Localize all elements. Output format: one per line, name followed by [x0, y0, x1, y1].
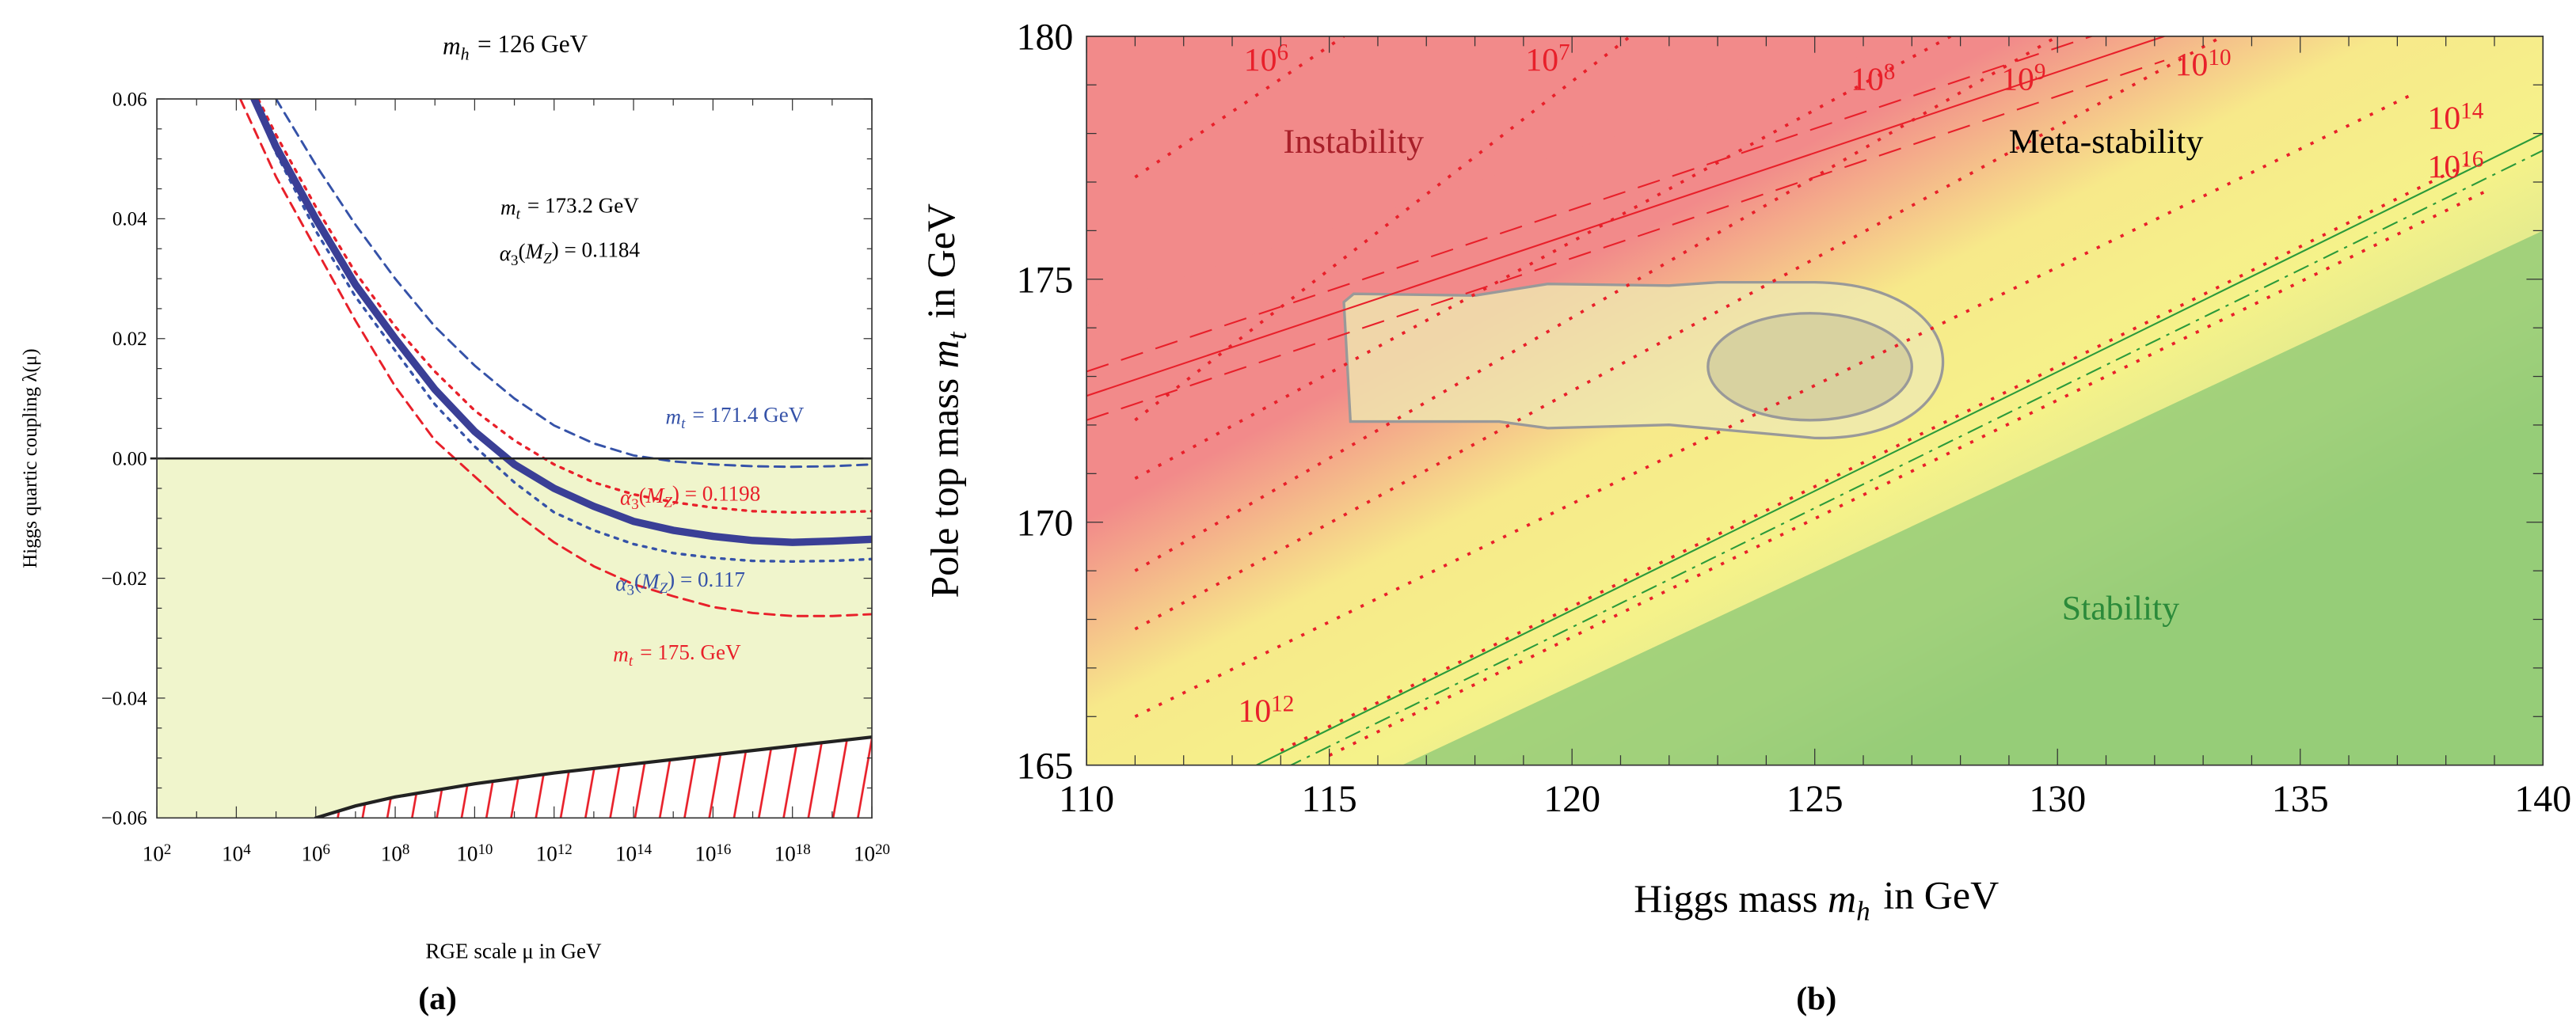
- x-tick-label: 130: [2029, 778, 2086, 820]
- region-label: Stability: [2062, 590, 2180, 628]
- x-tick-label: 140: [2514, 778, 2571, 820]
- x-tick-label: 125: [1786, 778, 1844, 820]
- hatched-excluded-region: [315, 737, 873, 818]
- x-tick-label: 1014: [615, 841, 653, 866]
- x-tick-label: 115: [1302, 778, 1357, 820]
- y-tick-label: 0.06: [112, 89, 147, 110]
- x-tick-label: 104: [222, 841, 251, 866]
- y-tick-label: 165: [1016, 745, 1073, 787]
- y-tick-label: 180: [1016, 17, 1073, 59]
- x-tick-label: 1016: [694, 841, 731, 866]
- panel-a: −0.06 −0.04 −0.02 0.00 0.02 0.04 0.06 102 104 106…: [20, 30, 890, 1017]
- x-tick-label: 135: [2272, 778, 2329, 820]
- y-tick-label: 0.04: [112, 209, 147, 230]
- x-tick-label: 102: [143, 841, 172, 866]
- y-axis-label: Higgs quartic coupling λ(μ): [20, 348, 41, 568]
- y-tick-label: −0.04: [101, 688, 147, 709]
- y-tick-label: −0.02: [101, 568, 147, 590]
- lifetime-label: 106: [1244, 40, 1288, 78]
- stability-boundary-dashdot: [1289, 150, 2544, 765]
- region-label: Instability: [1284, 123, 1425, 161]
- label-mt-175: mt = 175. GeV: [613, 640, 741, 670]
- y-tick-label: −0.06: [101, 808, 147, 830]
- plot-area: [1086, 36, 2544, 765]
- x-tick-label: 1020: [854, 841, 890, 866]
- lifetime-line: [1328, 190, 2486, 758]
- label-mt-171: mt = 171.4 GeV: [666, 403, 805, 432]
- series-line: [275, 99, 873, 469]
- stability-boundary-line: [1256, 132, 2544, 765]
- lifetime-line: [1134, 36, 1345, 179]
- lifetime-label: 1012: [1238, 691, 1294, 729]
- inner-measurement-contour: [1707, 312, 1913, 422]
- region-label: Meta-stability: [2009, 123, 2204, 161]
- x-axis-label: RGE scale μ in GeV: [425, 939, 602, 963]
- chart-title-text: mh = 126 GeV: [443, 30, 588, 63]
- stability-region: [1402, 230, 2544, 765]
- x-tick-label: 106: [301, 841, 330, 866]
- label-alpha-01198: α3(MZ) = 0.1198: [620, 482, 760, 514]
- annotation-central-alpha: α3(MZ) = 0.1184: [500, 237, 641, 269]
- lifetime-line: [1134, 36, 2224, 631]
- lifetime-line: [1280, 161, 2471, 752]
- x-tick-label: 1012: [536, 841, 573, 866]
- plot-area: [157, 99, 873, 818]
- instability-region: [1086, 36, 1922, 309]
- lifetime-line: [1134, 36, 1952, 480]
- instability-boundary-upper-dashed: [1086, 36, 2095, 373]
- series-line: [250, 99, 873, 546]
- annotation-central-mt: mt = 173.2 GeV: [500, 193, 639, 222]
- panel-label-b: (b): [1796, 981, 1836, 1017]
- x-tick-label: 120: [1543, 778, 1600, 820]
- y-tick-label: 170: [1016, 502, 1073, 544]
- x-tick-label: 1010: [456, 841, 493, 866]
- y-tick-label: 0.00: [112, 449, 147, 470]
- x-tick-label: 110: [1059, 778, 1114, 820]
- series-line: [314, 735, 873, 818]
- x-axis-label-text: Higgs mass mh in GeV: [1634, 873, 1999, 927]
- label-alpha-0117: α3(MZ) = 0.117: [615, 568, 745, 599]
- instability-boundary-lower-dashed: [1086, 59, 2165, 421]
- x-tick-label: 1018: [774, 841, 811, 866]
- panel-label-a: (a): [418, 981, 457, 1017]
- y-tick-label: 0.02: [112, 328, 147, 350]
- x-tick-label: 108: [381, 841, 410, 866]
- series-line: [250, 99, 873, 564]
- y-axis-label: Pole top mass mt in GeV: [919, 203, 972, 598]
- y-tick-label: 175: [1016, 259, 1073, 301]
- series-line: [238, 99, 873, 617]
- instability-boundary-line: [1086, 36, 2165, 397]
- series-line: [257, 99, 873, 514]
